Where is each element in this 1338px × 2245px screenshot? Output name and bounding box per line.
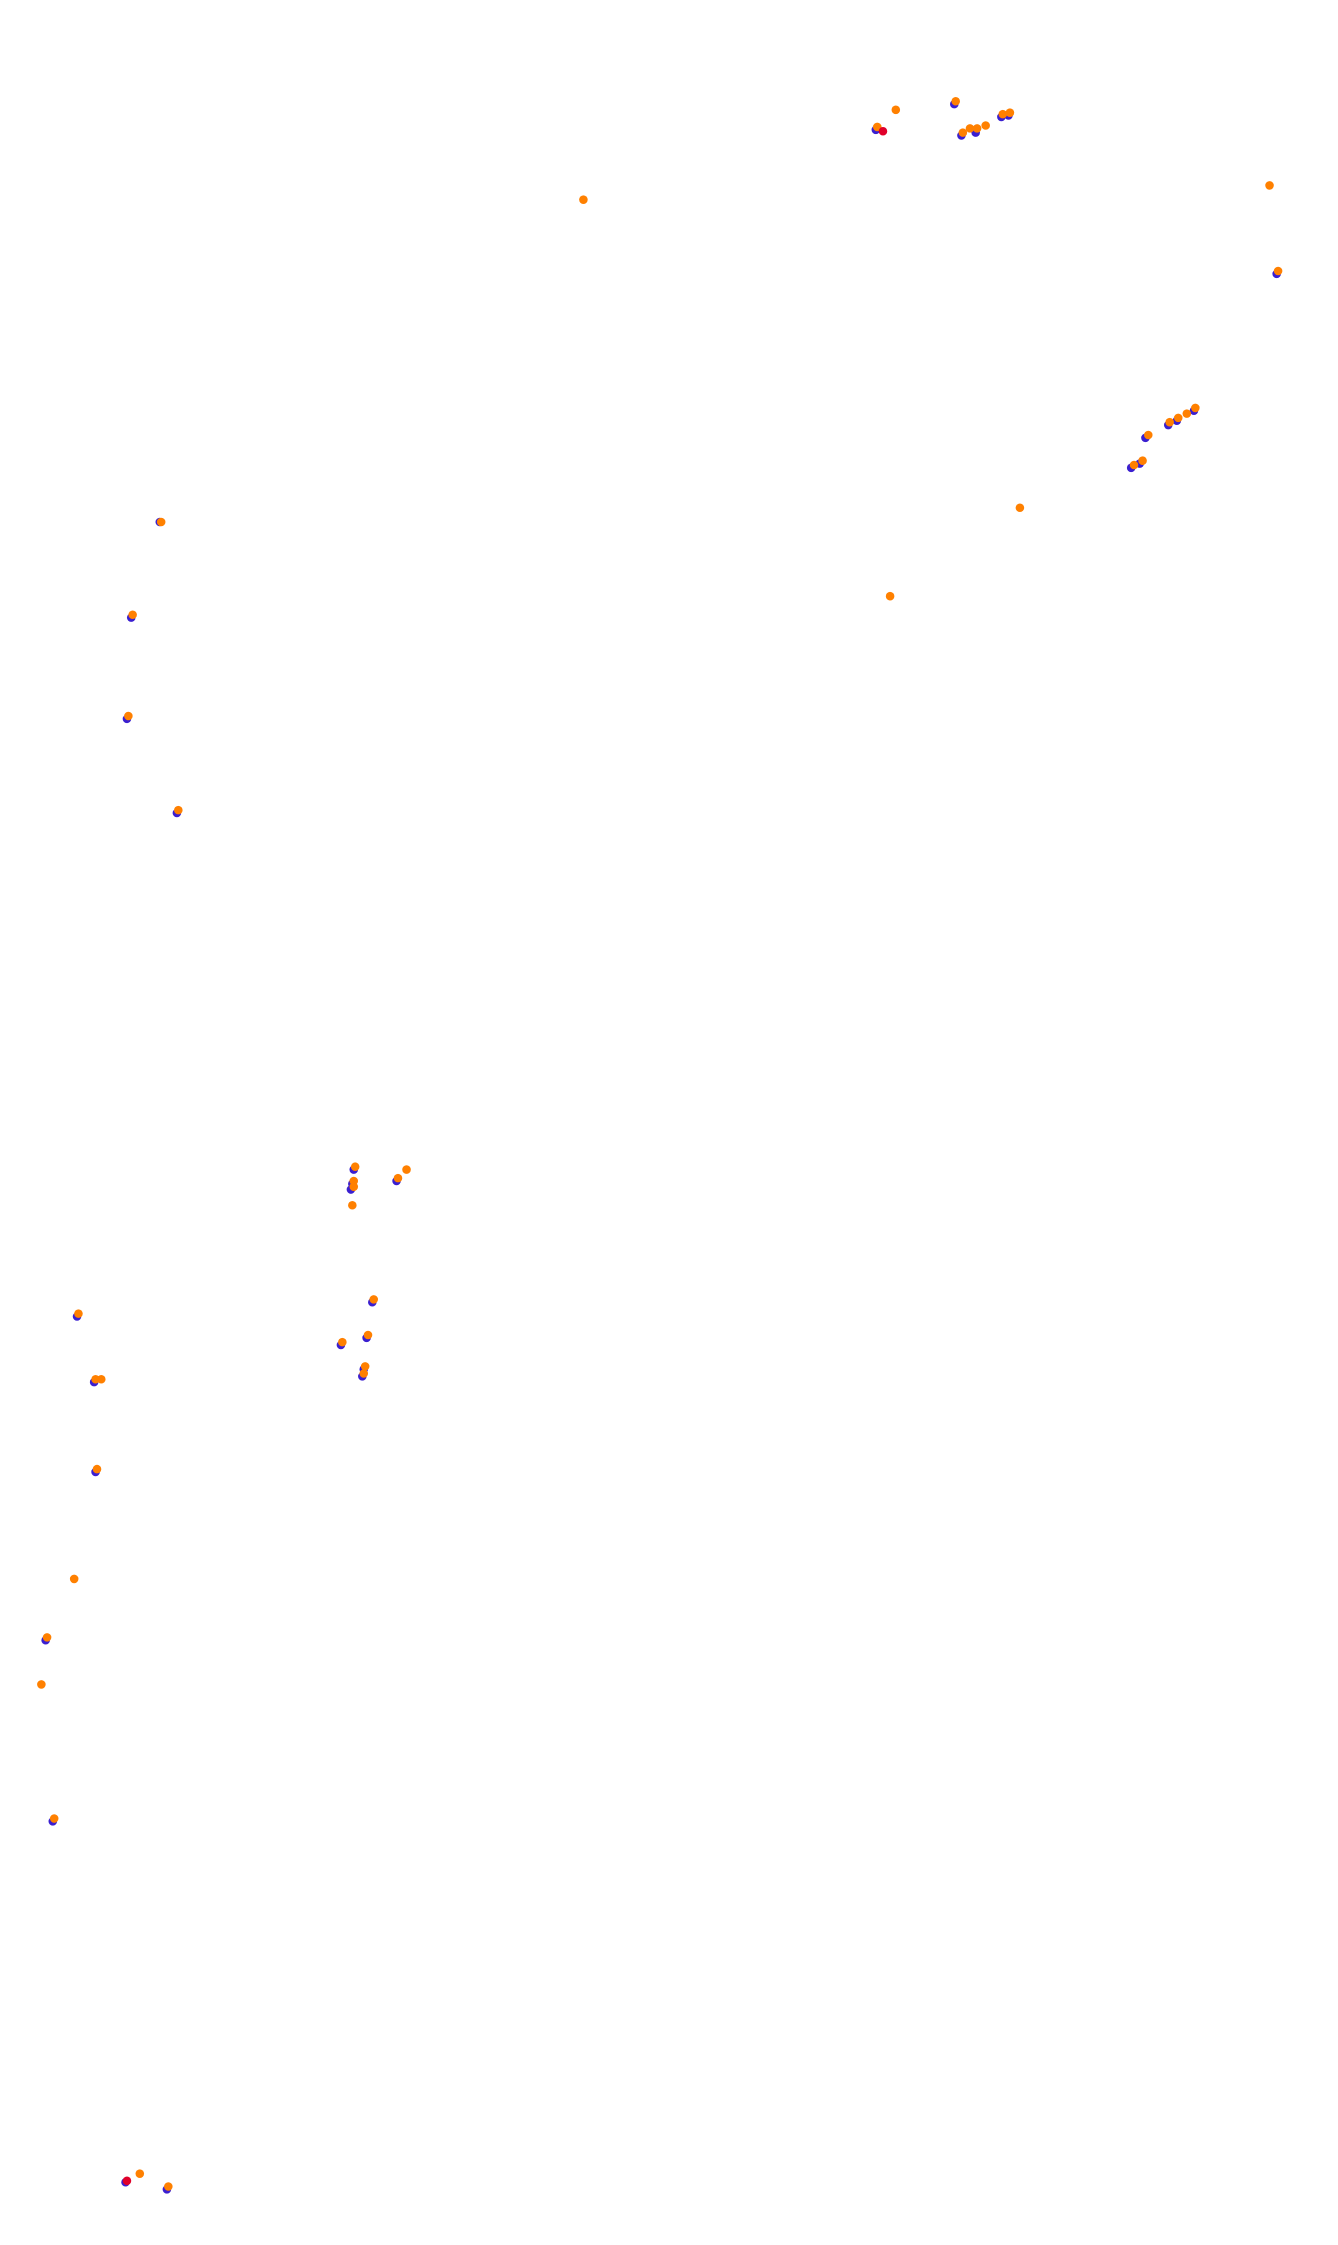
point — [998, 109, 1008, 119]
point — [1129, 460, 1139, 470]
point — [972, 124, 982, 133]
point — [402, 1165, 411, 1174]
point — [359, 1369, 369, 1378]
point — [1182, 409, 1192, 418]
point — [74, 1309, 83, 1318]
point — [348, 1200, 357, 1210]
point — [1015, 503, 1025, 513]
point — [124, 711, 133, 721]
point — [349, 1182, 359, 1191]
point — [122, 2176, 132, 2186]
point — [1144, 430, 1153, 440]
point — [1173, 413, 1183, 423]
point — [958, 128, 968, 137]
point — [37, 1680, 46, 1689]
point — [579, 195, 588, 204]
point — [1138, 456, 1147, 465]
point — [128, 610, 137, 620]
point — [1165, 417, 1174, 427]
point — [69, 1574, 79, 1584]
point — [393, 1173, 403, 1183]
point — [164, 2182, 173, 2191]
point — [350, 1162, 360, 1171]
point — [878, 126, 888, 136]
point — [891, 105, 901, 115]
point — [42, 1633, 52, 1642]
point — [981, 121, 990, 130]
point — [951, 96, 960, 106]
point — [363, 1330, 373, 1340]
point — [174, 805, 183, 815]
point — [1191, 403, 1200, 413]
point — [1273, 266, 1283, 276]
point — [1265, 181, 1274, 190]
point — [338, 1337, 347, 1347]
point — [965, 124, 975, 133]
point — [96, 1374, 106, 1384]
point — [360, 1362, 370, 1371]
point — [885, 591, 895, 601]
point — [49, 1814, 59, 1823]
point — [369, 1295, 379, 1304]
point — [135, 2169, 145, 2178]
point — [1005, 108, 1015, 117]
point — [92, 1464, 102, 1474]
point — [156, 517, 166, 527]
